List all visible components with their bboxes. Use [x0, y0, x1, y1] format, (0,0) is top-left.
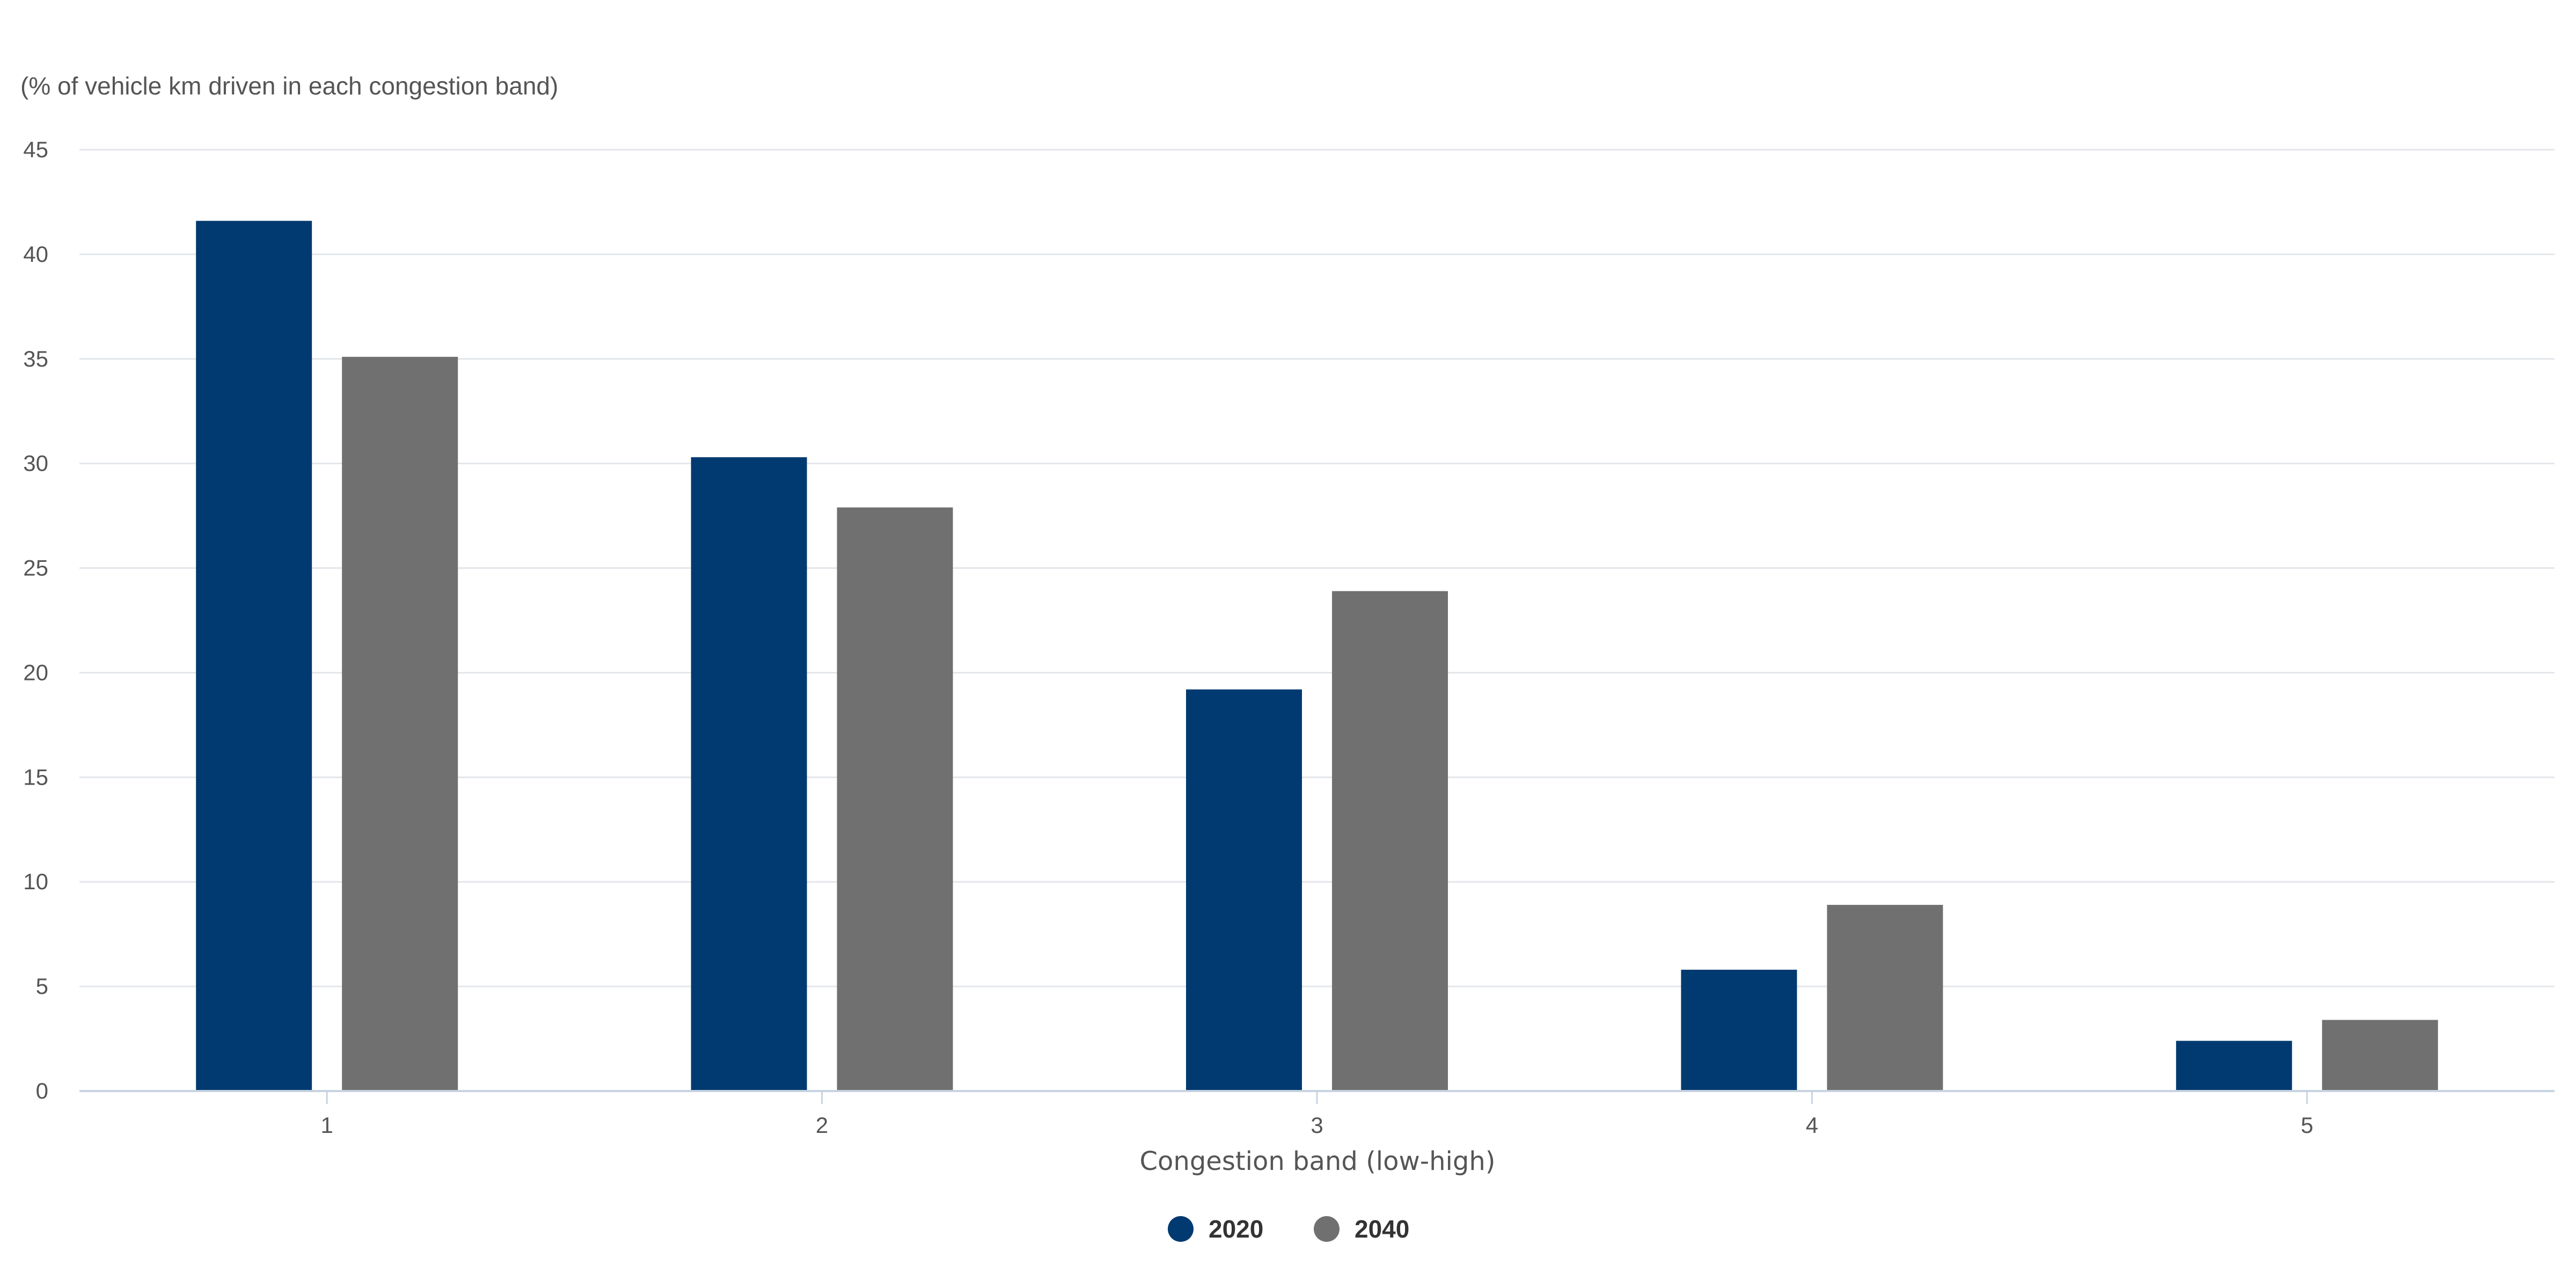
legend-marker [1168, 1216, 1194, 1242]
y-tick-label: 15 [23, 764, 48, 789]
x-tick-label: 1 [321, 1113, 333, 1138]
y-tick-label: 35 [23, 346, 48, 371]
y-tick-label: 10 [23, 869, 48, 894]
bar-2040-band-2[interactable] [837, 507, 953, 1091]
x-tick-label: 4 [1806, 1113, 1818, 1138]
y-tick-label: 0 [36, 1078, 48, 1103]
y-tick-label: 40 [23, 241, 48, 267]
bar-2020-band-4[interactable] [1681, 969, 1797, 1091]
bar-2040-band-5[interactable] [2322, 1020, 2438, 1091]
y-tick-label: 20 [23, 660, 48, 685]
legend-item-2020[interactable]: 2020 [1168, 1215, 1263, 1243]
x-tick-label: 5 [2301, 1113, 2313, 1138]
bar-2040-band-4[interactable] [1827, 905, 1943, 1091]
bar-2020-band-2[interactable] [691, 457, 807, 1091]
x-axis-title: Congestion band (low-high) [1140, 1146, 1496, 1176]
y-tick-label: 25 [23, 555, 48, 581]
y-axis-ticks: 0 5 10 15 20 25 30 35 40 45 [23, 137, 48, 1103]
y-unit-label: (% of vehicle km driven in each congesti… [20, 72, 558, 100]
bar-2040-band-1[interactable] [342, 356, 458, 1091]
y-tick-label: 5 [36, 974, 48, 999]
legend-label: 2020 [1209, 1215, 1263, 1243]
bar-2020-band-1[interactable] [196, 221, 312, 1092]
bars [196, 221, 2438, 1092]
bar-2020-band-5[interactable] [2176, 1041, 2292, 1091]
y-tick-label: 45 [23, 137, 48, 162]
bar-2020-band-3[interactable] [1186, 689, 1302, 1091]
gridlines [79, 149, 2555, 987]
x-tick-label: 3 [1311, 1113, 1323, 1138]
legend-label: 2040 [1355, 1215, 1409, 1243]
bar-2040-band-3[interactable] [1332, 591, 1448, 1091]
legend-marker [1314, 1216, 1340, 1242]
x-axis-ticks: 1 2 3 4 5 [321, 1091, 2313, 1138]
x-tick-label: 2 [816, 1113, 828, 1138]
legend-item-2040[interactable]: 2040 [1314, 1215, 1409, 1243]
legend: 2020 2040 [1168, 1215, 1409, 1243]
y-tick-label: 30 [23, 451, 48, 476]
